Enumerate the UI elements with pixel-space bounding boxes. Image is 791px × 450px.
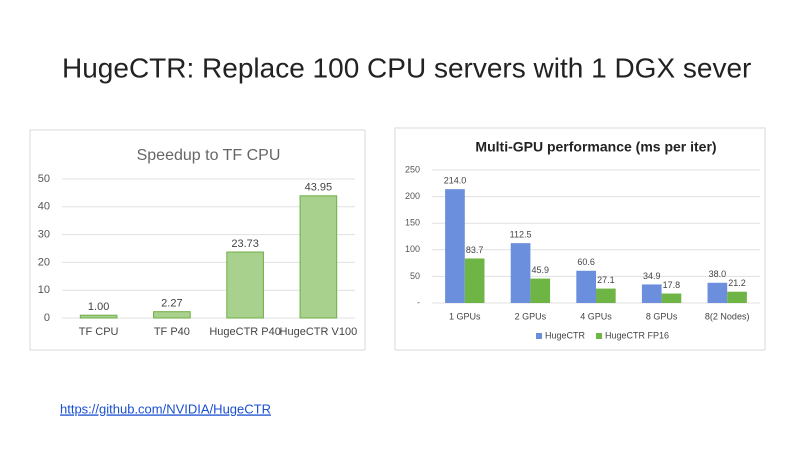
x-tick-label: 8(2 Nodes) — [705, 311, 750, 321]
bar — [299, 195, 338, 319]
y-tick-label: 200 — [405, 191, 420, 201]
bar — [641, 284, 662, 303]
y-tick-label: 40 — [38, 201, 50, 213]
bar — [226, 251, 264, 319]
bar — [153, 311, 191, 319]
x-tick-label: 4 GPUs — [580, 311, 612, 321]
legend-swatch — [536, 333, 542, 339]
bar — [727, 291, 747, 303]
data-label: 23.73 — [231, 238, 259, 250]
bar — [464, 258, 485, 303]
data-label: 1.00 — [88, 301, 109, 313]
x-tick-label: 1 GPUs — [449, 311, 481, 321]
x-tick-label: HugeCTR V100 — [280, 326, 358, 338]
bar — [510, 243, 531, 303]
bar — [445, 189, 465, 303]
data-label: 43.95 — [305, 182, 333, 194]
legend-label: HugeCTR FP16 — [605, 330, 669, 340]
y-tick-label: 10 — [38, 284, 50, 296]
data-label: 112.5 — [510, 230, 532, 240]
data-label: 45.9 — [531, 265, 549, 275]
y-tick-label: 250 — [405, 164, 420, 174]
legend-swatch — [596, 333, 603, 339]
y-tick-label: 50 — [410, 271, 420, 281]
y-tick-label: 100 — [405, 244, 420, 254]
y-tick-label: 30 — [38, 229, 50, 241]
y-tick-label: 0 — [44, 312, 50, 324]
slide-title: HugeCTR: Replace 100 CPU servers with 1 … — [62, 52, 751, 83]
x-tick-label: TF CPU — [79, 326, 119, 338]
y-tick-label: 150 — [405, 218, 420, 228]
chart-title: Multi-GPU performance (ms per iter) — [475, 139, 716, 155]
x-tick-label: TF P40 — [154, 326, 190, 338]
data-label: 214.0 — [444, 176, 467, 186]
chart-title: Speedup to TF CPU — [137, 147, 281, 164]
data-label: 83.7 — [466, 245, 484, 255]
x-tick-label: HugeCTR P40 — [209, 326, 281, 338]
y-tick-label: 20 — [38, 256, 50, 268]
data-label: 17.8 — [663, 280, 681, 290]
data-label: 21.2 — [728, 278, 746, 288]
bar — [576, 270, 596, 303]
bar — [596, 288, 616, 303]
x-tick-label: 8 GPUs — [646, 311, 678, 321]
y-tick-label: - — [417, 297, 420, 307]
data-label: 27.1 — [597, 275, 615, 285]
y-tick-label: 50 — [38, 173, 50, 185]
data-label: 60.6 — [577, 257, 595, 267]
x-tick-label: 2 GPUs — [515, 311, 547, 321]
data-label: 2.27 — [161, 298, 182, 310]
data-label: 34.9 — [643, 271, 661, 281]
link[interactable]: https://github.com/NVIDIA/HugeCTR — [60, 401, 271, 416]
bar — [707, 282, 728, 303]
bar — [661, 293, 682, 303]
bar — [530, 278, 551, 303]
bar — [79, 314, 118, 319]
legend-label: HugeCTR — [545, 330, 586, 340]
data-label: 38.0 — [709, 269, 727, 279]
